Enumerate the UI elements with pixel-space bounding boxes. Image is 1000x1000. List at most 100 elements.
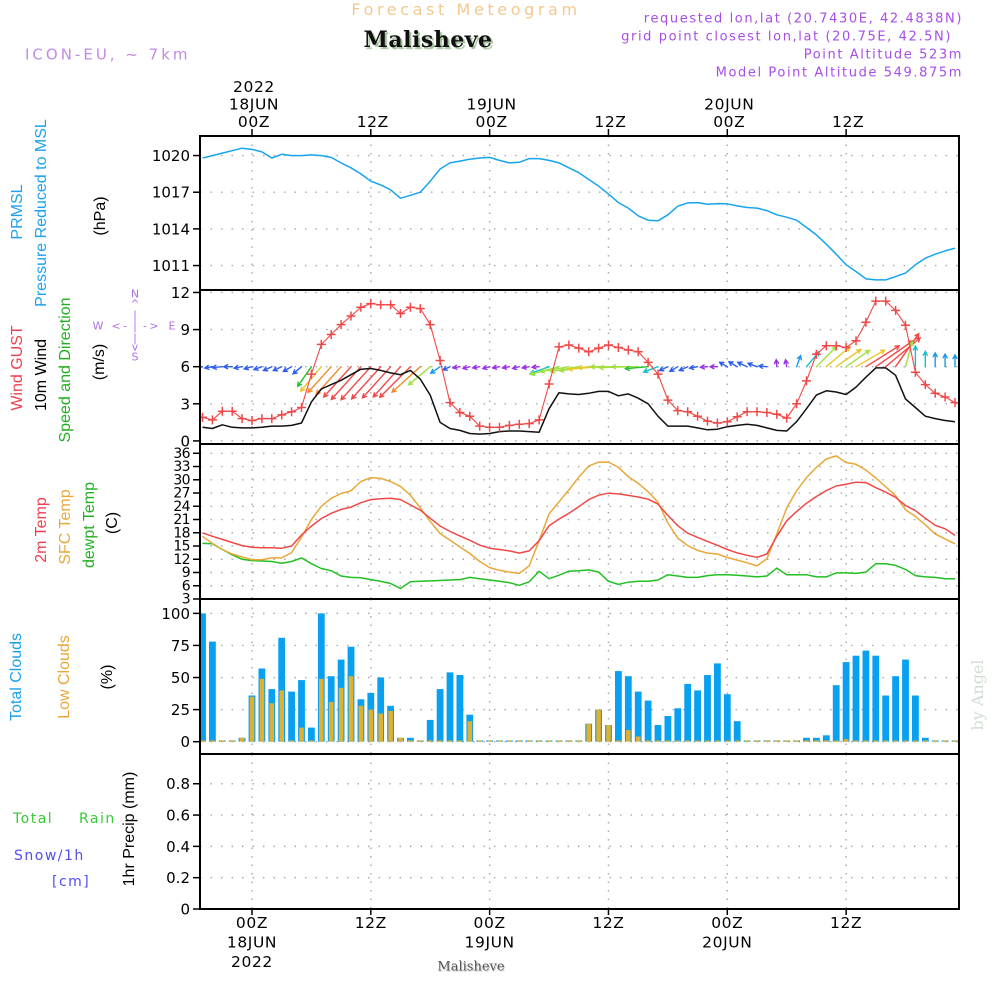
wind-10m-label: 10m Wind	[33, 338, 50, 412]
sfc-line	[202, 455, 956, 575]
low-clouds-bar	[220, 740, 225, 742]
total-clouds-bar	[674, 708, 682, 742]
gust-marker	[336, 320, 346, 330]
wind-arrow	[372, 366, 402, 398]
marks-layer	[200, 147, 959, 742]
panel-frame-precip	[199, 753, 960, 910]
total-clouds-bar	[842, 662, 850, 742]
low-clouds-bar	[358, 705, 364, 742]
gust-marker	[356, 302, 366, 312]
wind-arrow	[952, 353, 958, 368]
total-clouds-bar	[664, 716, 672, 742]
compass-west-label: W	[92, 319, 104, 333]
y-tick-label: 50	[171, 669, 190, 687]
total-clouds-bar	[308, 727, 315, 742]
gust-marker	[366, 299, 376, 309]
total-clouds-bar	[694, 690, 701, 742]
gust-marker	[802, 376, 811, 386]
low-clouds-bar	[388, 710, 393, 742]
y-tick-label: 3	[182, 592, 190, 608]
location-title: Malisheve	[363, 27, 493, 53]
gust-marker	[396, 309, 405, 318]
low-clouds-bar	[596, 709, 601, 742]
wind-arrow	[835, 348, 863, 368]
wind-arrow	[678, 366, 689, 372]
gust-marker	[782, 413, 792, 423]
low-clouds-bar	[487, 740, 492, 742]
low-clouds-bar	[556, 740, 562, 742]
y-tick-label: 25	[171, 701, 190, 719]
gust-marker	[762, 408, 772, 417]
gust-marker	[237, 414, 247, 424]
low-clouds-bar	[952, 740, 958, 742]
wind-arrow	[922, 350, 928, 368]
wind-arrow	[845, 349, 871, 368]
gust-marker	[633, 347, 643, 357]
gust-marker	[425, 320, 435, 330]
gust-marker	[881, 296, 891, 306]
gust-marker	[534, 415, 544, 425]
panel-frame-temp	[199, 443, 960, 600]
gust-marker	[613, 343, 623, 352]
bottom-time-label: 19JUN	[465, 934, 515, 952]
compass-south-label: S	[131, 350, 139, 364]
pressure-series-label: PRMSL	[9, 184, 26, 240]
bottom-time-label: 18JUN	[227, 934, 277, 952]
wind-arrow	[451, 364, 461, 370]
top-time-label: 19JUN	[467, 96, 517, 114]
low-clouds-bar	[526, 740, 532, 742]
low-clouds-bar	[675, 740, 681, 742]
compass-east-label: E	[168, 319, 176, 333]
low-clouds-bar	[734, 740, 740, 742]
footer-location: Malisheve	[437, 959, 505, 975]
gust-marker	[811, 349, 821, 359]
low-clouds-bar	[200, 740, 205, 742]
clouds-marks	[200, 613, 959, 742]
top-time-label: 20JUN	[704, 96, 754, 114]
precip-total-label: Total	[13, 811, 54, 827]
low-clouds-bar	[873, 740, 879, 742]
wind-arrow	[296, 366, 313, 388]
point-altitude: Point Altitude 523m	[803, 47, 963, 63]
requested-coordinates: requested lon,lat (20.7430E, 42.4838N)	[643, 11, 963, 27]
low-clouds-bar	[279, 690, 284, 742]
gust-marker	[306, 369, 316, 379]
model-label: ICON-EU, ~ 7km	[25, 45, 191, 64]
total-clouds-bar	[902, 659, 909, 742]
gust-marker	[227, 406, 237, 416]
low-clouds-bar	[507, 740, 512, 742]
low-clouds-bar	[863, 740, 869, 742]
y-tick-label: 12	[173, 552, 190, 568]
low-clouds-bar	[616, 740, 621, 742]
total-clouds-bar	[317, 613, 325, 742]
low-clouds-bar	[586, 723, 591, 742]
total-clouds-bar	[723, 694, 731, 742]
wind-arrow	[501, 364, 511, 370]
wind-arrow	[942, 352, 948, 368]
gust-marker	[267, 414, 277, 424]
low-clouds-bar	[893, 740, 898, 742]
total-clouds-bar	[624, 676, 632, 742]
low-clouds-bar	[705, 740, 710, 742]
precip-snow-label: Snow/1h	[14, 848, 85, 864]
low-clouds-bar	[328, 701, 334, 742]
total-clouds-bar	[615, 671, 622, 742]
bottom-time-label: 00Z	[236, 914, 268, 932]
wind-arrow	[299, 366, 322, 393]
total-clouds-bar	[436, 689, 444, 742]
low-clouds-bar	[784, 740, 789, 742]
temp-unit-label: (C)	[104, 511, 121, 535]
low-clouds-bar	[655, 740, 661, 742]
y-tick-label: 33	[173, 459, 190, 475]
wind-arrow	[699, 364, 709, 370]
wind-arrow	[520, 364, 530, 370]
wind-arrow	[865, 345, 901, 368]
y-tick-label: 1011	[152, 257, 190, 275]
y-tick-label: 24	[173, 499, 190, 515]
wind-arrow	[932, 351, 938, 368]
low-clouds-bar	[229, 740, 235, 742]
total-clouds-bar	[852, 655, 860, 742]
gust-marker	[722, 417, 732, 427]
total-clouds-bar	[644, 700, 652, 742]
low-clouds-bar	[566, 740, 572, 742]
